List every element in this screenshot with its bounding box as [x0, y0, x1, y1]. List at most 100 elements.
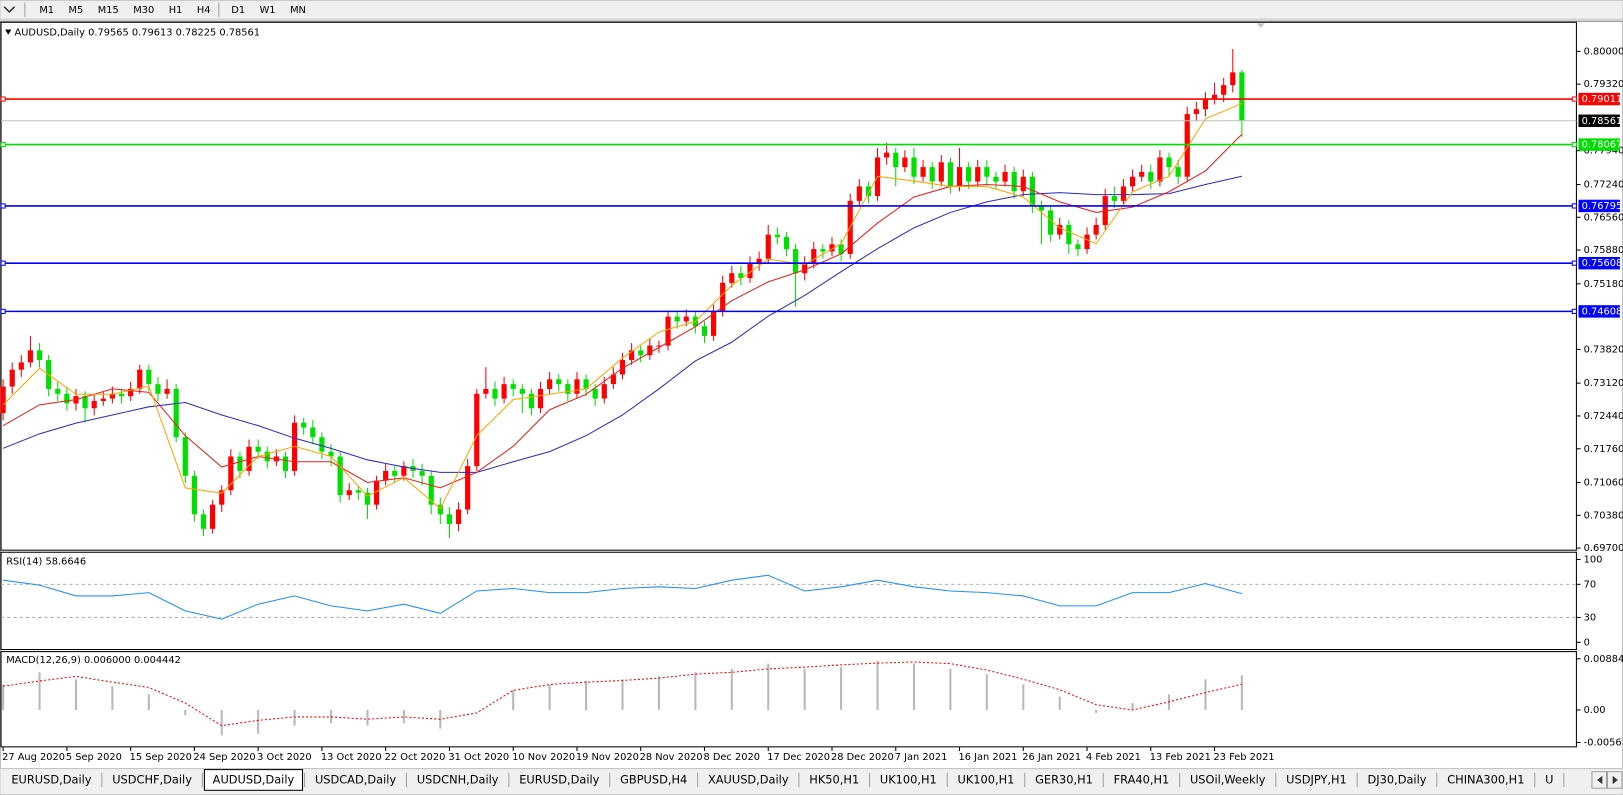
candle-body — [984, 167, 990, 177]
tab[interactable] — [103, 771, 201, 789]
level-handle — [1571, 141, 1577, 148]
candle-body — [738, 273, 744, 279]
moving-average — [2, 133, 1243, 489]
tab[interactable] — [1181, 771, 1274, 789]
candle-body — [1002, 171, 1008, 182]
tab-label: USDCNH,Daily — [417, 772, 499, 786]
candle-body — [1184, 114, 1190, 177]
timeframe-button[interactable]: H1 — [169, 5, 183, 16]
tab[interactable] — [801, 771, 868, 789]
candle-body — [109, 393, 115, 399]
timeframe-button[interactable]: M30 — [133, 5, 154, 16]
x-tick-label: 17 Dec 2020 — [767, 752, 830, 763]
candle-body — [383, 470, 389, 481]
candle-body — [282, 456, 289, 471]
timeframe-button[interactable]: M5 — [69, 5, 84, 16]
candle-body — [1048, 210, 1054, 235]
candle-body — [301, 422, 307, 428]
candle-body — [556, 379, 562, 385]
timeframe-button[interactable]: D1 — [231, 5, 245, 16]
timeframe-button[interactable]: M1 — [39, 5, 54, 16]
level-handle — [1571, 308, 1577, 314]
tab[interactable] — [611, 771, 696, 789]
candle-body — [501, 384, 507, 399]
tab[interactable] — [1026, 771, 1102, 789]
tab[interactable] — [871, 771, 946, 789]
candle-body — [592, 388, 598, 399]
candle-body — [1139, 171, 1145, 177]
candle-body — [902, 157, 908, 168]
candle-body — [91, 401, 97, 409]
level-label-box — [1578, 256, 1620, 270]
candle-body — [200, 514, 207, 529]
candle-body — [164, 388, 170, 394]
candle-body — [619, 360, 626, 375]
timeframe-button[interactable]: MN — [290, 5, 306, 16]
candle-body — [27, 350, 34, 363]
tab-label: FRA40,H1 — [1114, 772, 1170, 786]
level-label: 0.79011 — [1582, 94, 1623, 105]
candle-body — [455, 509, 462, 524]
x-tick-label: 22 Oct 2020 — [385, 752, 446, 763]
title-marker — [5, 29, 12, 35]
candle-body — [228, 456, 234, 491]
y-tick-label: 0.77240 — [1584, 179, 1623, 190]
candle-body — [893, 152, 899, 168]
x-tick-label: 28 Dec 2020 — [831, 752, 894, 763]
x-tick-label: 10 Nov 2020 — [512, 752, 575, 763]
tab[interactable] — [1105, 771, 1178, 789]
timeframe-button[interactable]: H4 — [197, 5, 211, 16]
candle-body — [237, 456, 243, 471]
level-handle — [1571, 260, 1577, 266]
candle-body — [337, 456, 343, 496]
bid-label-box — [1578, 114, 1620, 127]
y-tick-label: 0.71060 — [1584, 478, 1623, 489]
tab[interactable] — [1277, 771, 1356, 789]
tab[interactable] — [408, 771, 507, 789]
y-tick-label: 0.76560 — [1584, 212, 1623, 223]
candle-body — [701, 326, 708, 336]
candle-body — [656, 345, 662, 347]
candle-body — [674, 316, 680, 322]
candle-body — [729, 273, 735, 283]
tab[interactable] — [203, 769, 304, 791]
toolbar-icon[interactable] — [3, 6, 16, 14]
candle-body — [1175, 167, 1181, 177]
candle-body — [0, 386, 6, 414]
tab[interactable] — [1359, 771, 1435, 789]
timeframe-button[interactable]: W1 — [260, 5, 276, 16]
candle-body — [428, 475, 434, 505]
candle-body — [1093, 224, 1099, 235]
candle-body — [783, 237, 790, 250]
tab-label: DJ30,Daily — [1368, 772, 1427, 786]
candle-body — [128, 388, 134, 397]
level-label: 0.75608 — [1582, 258, 1623, 269]
candle-body — [437, 504, 443, 515]
candle-body — [765, 234, 771, 259]
tab-label: USOil,Weekly — [1190, 772, 1266, 786]
candle-body — [774, 234, 780, 238]
tab-label: EURUSD,Daily — [11, 772, 91, 786]
candle-body — [1084, 234, 1090, 250]
candle-body — [792, 249, 799, 274]
candle-body — [802, 263, 808, 274]
tab-label: U — [1545, 772, 1553, 786]
tab[interactable] — [3, 771, 100, 789]
candle-body — [1148, 171, 1154, 182]
level-handle — [0, 203, 6, 209]
candle-body — [364, 492, 371, 505]
tab[interactable] — [699, 771, 797, 789]
tab[interactable] — [1536, 771, 1562, 789]
candle-body — [173, 388, 179, 438]
timeframe-button[interactable]: M15 — [98, 5, 119, 16]
candle-body — [547, 379, 553, 389]
candle-body — [601, 384, 607, 399]
tab[interactable] — [1438, 771, 1533, 789]
y-tick-label: 0.79320 — [1584, 79, 1623, 90]
tab[interactable] — [949, 771, 1023, 789]
tab[interactable] — [306, 771, 405, 789]
tab-scroll-left-icon — [1597, 775, 1603, 785]
tab[interactable] — [510, 771, 608, 789]
y-tick-label: -0.00561 — [1584, 737, 1623, 748]
candle-body — [510, 384, 516, 389]
